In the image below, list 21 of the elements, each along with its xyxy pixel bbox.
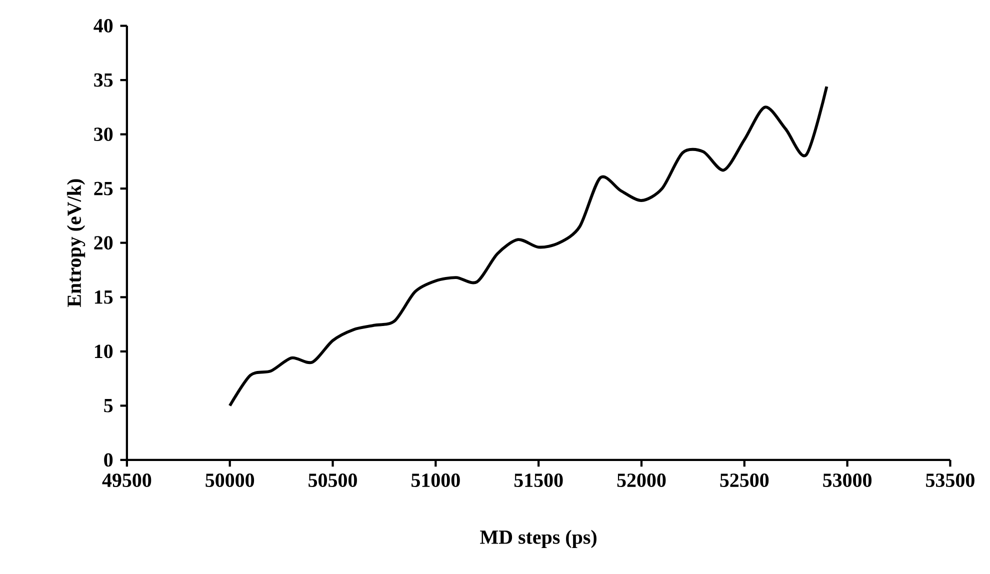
x-tick-label: 52500	[720, 474, 769, 487]
line-series	[228, 85, 828, 408]
y-tick-label: 40	[94, 19, 113, 32]
x-tick-label: 53500	[926, 474, 974, 487]
x-tick-label: 50500	[308, 474, 357, 487]
y-axis-title: Entropy (eV/k)	[66, 179, 86, 307]
y-tick-label: 0	[104, 453, 113, 467]
x-tick-label: 49500	[102, 474, 152, 487]
y-tick-label: 25	[94, 182, 113, 196]
y-tick-label: 35	[94, 73, 113, 87]
y-tick-label: 10	[94, 344, 113, 358]
x-axis-title: MD steps (ps)	[480, 530, 596, 548]
y-tick-label: 15	[94, 290, 113, 304]
y-tick-label: 5	[104, 399, 113, 412]
x-tick-label: 51000	[411, 474, 460, 487]
y-tick-label: 20	[94, 236, 113, 250]
x-tick-label: 51500	[514, 474, 563, 487]
x-tick-label: 52000	[617, 474, 666, 487]
x-tick-label: 53000	[823, 474, 872, 487]
x-tick-label: 50000	[206, 474, 254, 487]
y-tick-label: 30	[94, 128, 113, 142]
